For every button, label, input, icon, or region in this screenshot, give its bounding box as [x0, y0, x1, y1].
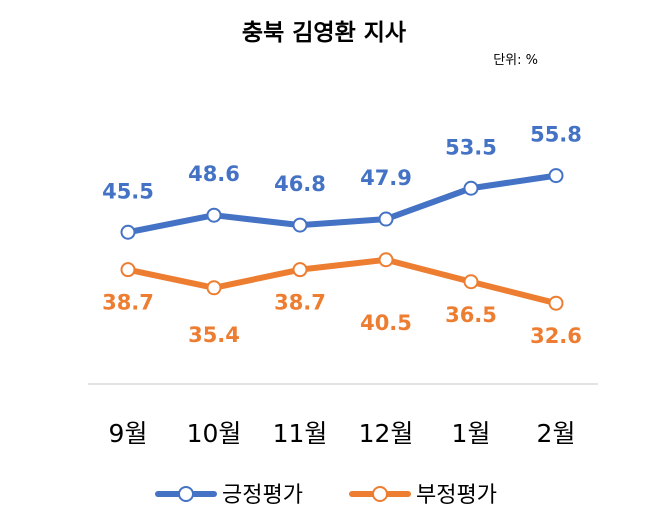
data-label: 48.6 — [188, 162, 240, 186]
series-layer: 45.5 48.6 46.8 47.9 53.5 55.8 38.7 35.4 38.7 40.5… — [102, 123, 582, 349]
data-label: 45.5 — [102, 179, 154, 203]
category-label: 1월 — [452, 419, 491, 448]
legend: 긍정평가 부정평가 — [155, 483, 497, 508]
category-labels: 9월 10월 11월 12월 1월 2월 — [109, 419, 576, 448]
data-point — [292, 217, 308, 233]
legend-marker — [178, 486, 194, 502]
data-label: 46.8 — [274, 172, 326, 196]
data-label: 55.8 — [530, 123, 582, 147]
data-point — [206, 207, 222, 223]
data-point — [548, 295, 564, 311]
data-label: 40.5 — [360, 311, 412, 335]
legend-label: 긍정평가 — [222, 483, 303, 508]
data-label: 36.5 — [445, 303, 497, 327]
legend-label: 부정평가 — [416, 483, 497, 508]
data-point — [463, 180, 479, 196]
series-line — [125, 256, 559, 307]
chart-title: 충북 김영환 지사 — [242, 20, 406, 46]
unit-label: 단위: % — [493, 53, 538, 68]
legend-marker — [372, 486, 388, 502]
data-label: 35.4 — [188, 323, 240, 347]
category-label: 9월 — [109, 419, 148, 448]
data-point — [120, 262, 136, 278]
category-label: 11월 — [273, 419, 328, 448]
data-point — [378, 211, 394, 227]
series-line — [125, 172, 559, 236]
legend-item-2: 부정평가 — [349, 483, 497, 508]
data-point — [292, 262, 308, 278]
category-label: 12월 — [359, 419, 414, 448]
data-point — [206, 280, 222, 296]
data-label: 32.6 — [530, 324, 582, 348]
series-2: 38.7 35.4 38.7 40.5 36.5 32.6 — [102, 252, 582, 348]
data-label: 53.5 — [445, 135, 497, 159]
data-label: 38.7 — [274, 291, 326, 315]
category-label: 2월 — [537, 419, 576, 448]
series-1: 45.5 48.6 46.8 47.9 53.5 55.8 — [102, 123, 582, 240]
data-point — [463, 274, 479, 290]
legend-item-1: 긍정평가 — [155, 483, 303, 508]
data-point — [378, 252, 394, 268]
category-label: 10월 — [187, 419, 242, 448]
data-label: 38.7 — [102, 291, 154, 315]
data-point — [548, 168, 564, 184]
data-point — [120, 224, 136, 240]
data-label: 47.9 — [360, 166, 412, 190]
